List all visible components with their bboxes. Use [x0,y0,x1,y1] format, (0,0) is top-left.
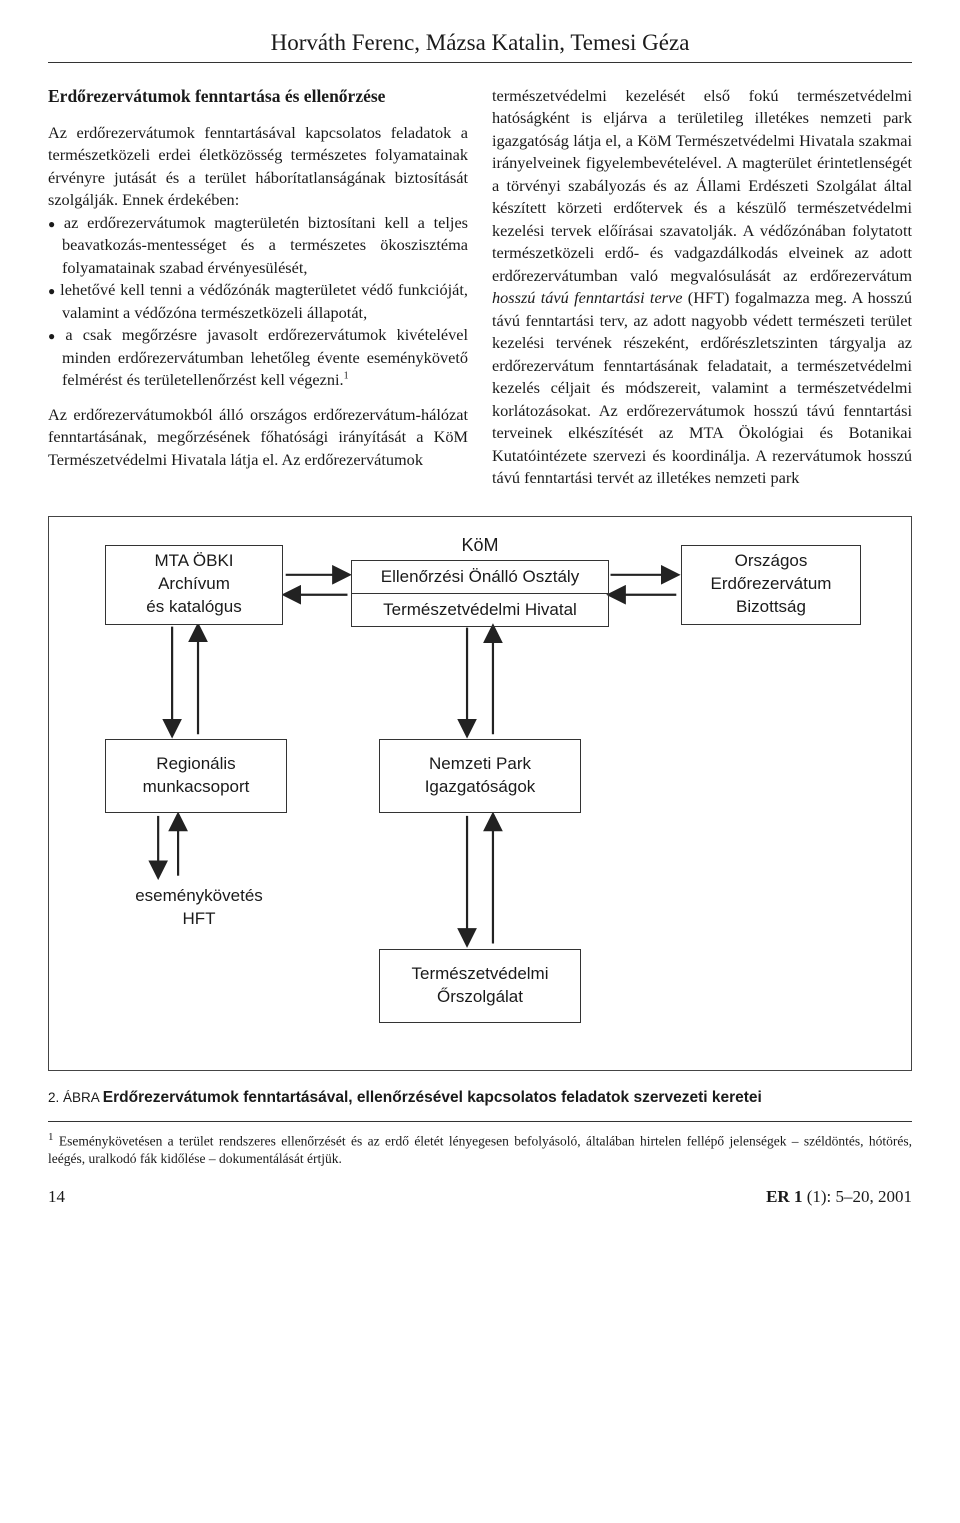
org-diagram: MTA ÖBKI Archívum és katalógus KöM Ellen… [48,516,912,1071]
paragraph: Az erdőrezervátumokból álló országos erd… [48,404,468,471]
journal-ref: ER 1 (1): 5–20, 2001 [766,1187,912,1207]
diagram-box-mta: MTA ÖBKI Archívum és katalógus [105,545,283,625]
diagram-box-orszolgalat: Természetvédelmi Őrszolgálat [379,949,581,1023]
intro-paragraph: Az erdőrezervátumok fenntartásával kapcs… [48,122,468,212]
diagram-box-regionalis: Regionális munkacsoport [105,739,287,813]
diagram-box-kom: KöM Ellenőrzési Önálló Osztály Természet… [351,535,609,627]
section-heading: Erdőrezervátumok fenntartása és ellenőrz… [48,85,468,108]
list-item: az erdőrezervátumok magterületén biztosí… [48,212,468,279]
body-text: Erdőrezervátumok fenntartása és ellenőrz… [48,85,912,490]
footnote-ref: 1 [344,371,349,382]
bullet-list: az erdőrezervátumok magterületén biztosí… [48,212,468,392]
footnote-rule [48,1121,912,1122]
paragraph: természetvédelmi kezelését első fokú ter… [492,85,912,490]
page-footer: 14 ER 1 (1): 5–20, 2001 [48,1187,912,1207]
diagram-box-orszagos: Országos Erdőrezervátum Bizottság [681,545,861,625]
page-number: 14 [48,1187,65,1207]
page-authors: Horváth Ferenc, Mázsa Katalin, Temesi Gé… [48,30,912,63]
list-item: a csak megőrzésre javasolt erdőrezervátu… [48,324,468,391]
footnote: 1 Eseménykövetésen a terület rendszeres … [48,1130,912,1169]
list-item: lehetővé kell tenni a védőzónák magterül… [48,279,468,324]
diagram-box-nemzeti: Nemzeti Park Igazgatóságok [379,739,581,813]
diagram-label-esemeny: eseménykövetés HFT [99,885,299,931]
figure-caption: 2. ÁBRA Erdőrezervátumok fenntartásával,… [48,1089,912,1107]
